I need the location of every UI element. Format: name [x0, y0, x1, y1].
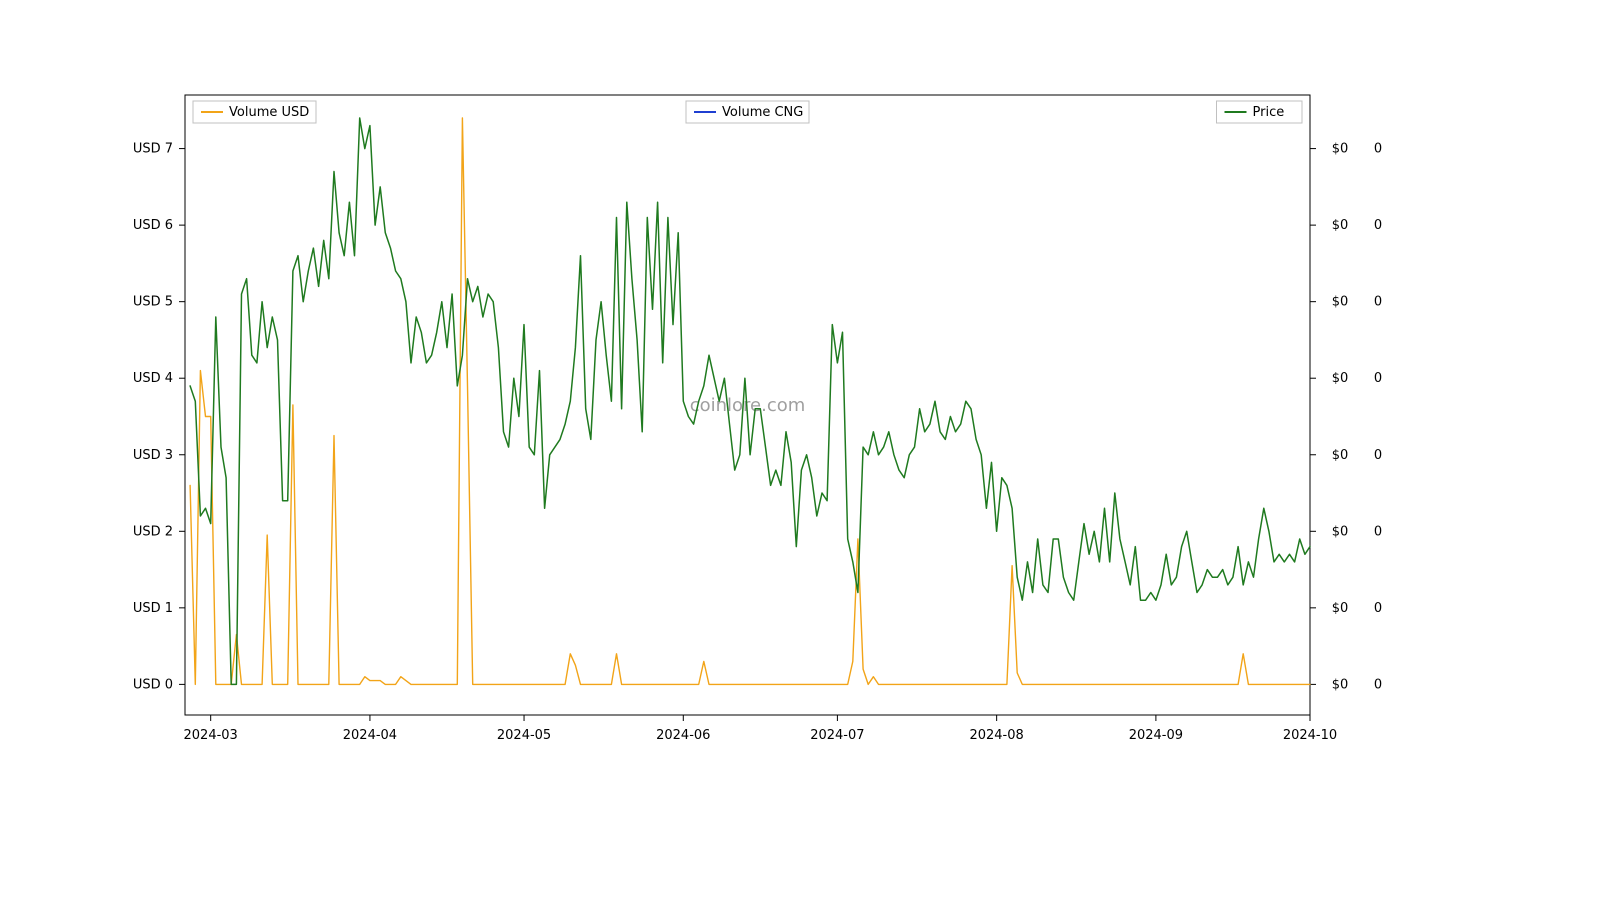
- y-left-tick-label: USD 0: [133, 677, 173, 692]
- x-tick-label: 2024-05: [497, 728, 551, 743]
- chart-svg: 2024-03 2024-04 2024-05 2024-06 2024-07 2024-…: [0, 0, 1600, 900]
- y-right1-tick-label: $0: [1332, 448, 1349, 463]
- y-left-tick-label: USD 3: [133, 448, 173, 463]
- x-tick-label: 2024-04: [343, 728, 397, 743]
- y-right2-tick-label: 0: [1374, 218, 1382, 233]
- y-left-tick-label: USD 7: [133, 142, 173, 157]
- y-right1-tick-label: $0: [1332, 218, 1349, 233]
- y-left-tick-label: USD 6: [133, 218, 173, 233]
- y-right1-tick-label: $0: [1332, 371, 1349, 386]
- x-tick-label: 2024-07: [810, 728, 864, 743]
- y-right1-tick-label: $0: [1332, 601, 1349, 616]
- y-right2-tick-label: 0: [1374, 448, 1382, 463]
- y-left-tick-label: USD 5: [133, 295, 173, 310]
- y-left-tick-label: USD 4: [133, 371, 173, 386]
- y-right2-tick-label: 0: [1374, 371, 1382, 386]
- y-right2-tick-label: 0: [1374, 142, 1382, 157]
- y-right2-tick-label: 0: [1374, 677, 1382, 692]
- y-left-tick-label: USD 1: [133, 601, 173, 616]
- y-right1-tick-label: $0: [1332, 524, 1349, 539]
- legend-label: Volume CNG: [722, 105, 803, 120]
- x-tick-label: 2024-06: [656, 728, 710, 743]
- y-right2-tick-label: 0: [1374, 524, 1382, 539]
- x-tick-label: 2024-03: [184, 728, 238, 743]
- y-right2-tick-label: 0: [1374, 601, 1382, 616]
- y-right2-tick-label: 0: [1374, 295, 1382, 310]
- x-tick-label: 2024-08: [969, 728, 1023, 743]
- x-tick-label: 2024-10: [1283, 728, 1337, 743]
- chart-container: 2024-03 2024-04 2024-05 2024-06 2024-07 2024-…: [0, 0, 1600, 900]
- x-tick-label: 2024-09: [1129, 728, 1183, 743]
- legend-label: Price: [1253, 105, 1285, 120]
- y-right1-tick-label: $0: [1332, 142, 1349, 157]
- legend-label: Volume USD: [229, 105, 309, 120]
- y-right1-tick-label: $0: [1332, 677, 1349, 692]
- y-left-tick-label: USD 2: [133, 524, 173, 539]
- y-right1-tick-label: $0: [1332, 295, 1349, 310]
